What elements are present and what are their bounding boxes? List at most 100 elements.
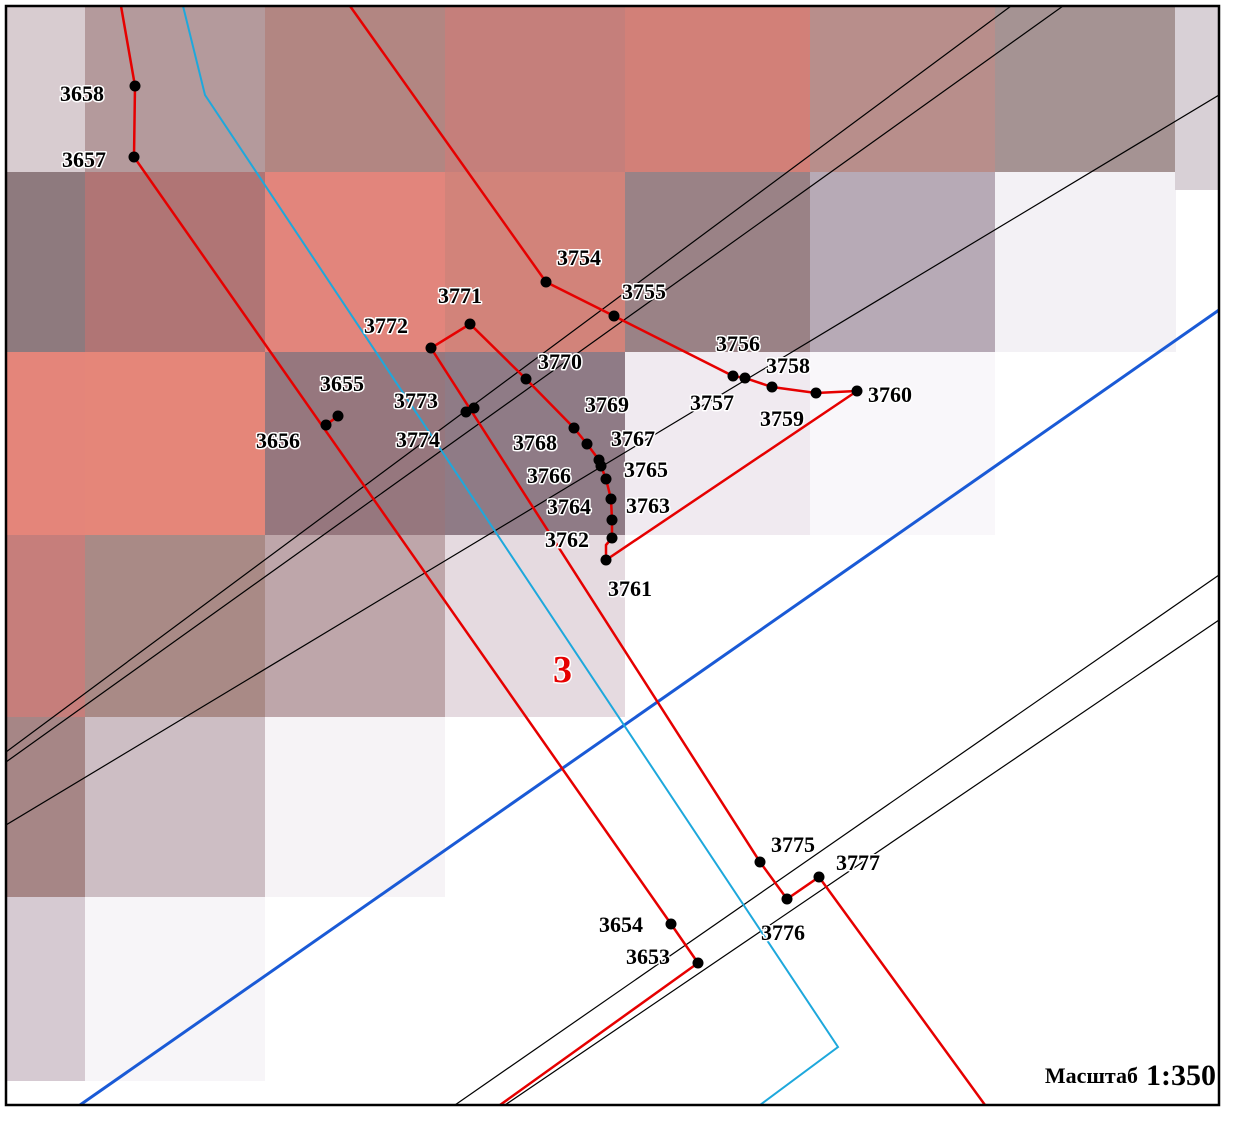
point-label: 3771 <box>438 283 482 308</box>
raster-tile <box>6 6 86 173</box>
raster-tile <box>445 897 626 1081</box>
raster-tile <box>6 717 86 898</box>
point-label: 3772 <box>364 313 408 338</box>
raster-tile <box>265 897 446 1081</box>
survey-point <box>581 438 593 450</box>
survey-point <box>600 554 612 566</box>
raster-tile <box>995 717 1176 898</box>
survey-point <box>600 473 612 485</box>
survey-point <box>606 514 618 526</box>
point-label: 3766 <box>527 463 571 488</box>
survey-point <box>605 493 617 505</box>
survey-point <box>129 80 141 92</box>
survey-points <box>128 80 863 969</box>
raster-tile <box>995 352 1176 536</box>
raster-tile <box>625 717 811 898</box>
survey-point <box>595 460 607 472</box>
point-label: 3654 <box>599 912 643 937</box>
raster-tile <box>445 535 626 718</box>
point-label: 3761 <box>608 576 652 601</box>
point-label: 3768 <box>513 430 557 455</box>
survey-point <box>692 957 704 969</box>
survey-point <box>727 370 739 382</box>
survey-point <box>851 385 863 397</box>
raster-tile <box>995 6 1176 173</box>
point-label: 3653 <box>626 944 670 969</box>
raster-tile <box>85 897 266 1081</box>
survey-point <box>460 406 472 418</box>
raster-tile <box>625 897 811 1081</box>
scale-label: Масштаб <box>1044 1063 1138 1088</box>
raster-tile <box>995 897 1176 1081</box>
point-label: 3765 <box>624 457 668 482</box>
point-label: 3762 <box>545 527 589 552</box>
survey-point <box>608 310 620 322</box>
raster-tile <box>85 6 266 173</box>
point-label: 3758 <box>766 353 810 378</box>
parcel-number: 3 <box>553 649 572 691</box>
raster-tile <box>265 717 446 898</box>
raster-tile <box>625 172 811 353</box>
thin-lines <box>6 6 1219 1105</box>
survey-point <box>425 342 437 354</box>
raster-tile <box>6 897 86 1081</box>
raster-tile <box>6 535 86 718</box>
raster-tile <box>810 717 996 898</box>
point-label: 3769 <box>585 392 629 417</box>
raster-tile <box>265 6 446 173</box>
survey-point <box>320 419 332 431</box>
raster-tile <box>6 172 86 353</box>
point-label: 3754 <box>557 245 601 270</box>
raster-tile <box>810 897 996 1081</box>
cyan-line <box>182 6 840 1105</box>
raster-tile <box>810 172 996 353</box>
raster-tile <box>265 535 446 718</box>
raster-tile <box>810 352 996 536</box>
survey-point <box>520 373 532 385</box>
point-label: 3657 <box>62 147 106 172</box>
raster-tile <box>85 717 266 898</box>
raster-tile <box>995 172 1176 353</box>
point-label: 3767 <box>611 426 655 451</box>
map-frame <box>4 4 1221 1107</box>
point-label: 3775 <box>771 832 815 857</box>
survey-point <box>128 151 140 163</box>
raster-tile <box>265 172 446 353</box>
point-label: 3759 <box>760 406 804 431</box>
raster-background <box>6 6 1219 1081</box>
survey-point <box>568 422 580 434</box>
point-label: 3656 <box>256 428 300 453</box>
raster-tile <box>6 352 86 536</box>
raster-tile <box>625 535 811 718</box>
survey-point <box>332 410 344 422</box>
survey-point <box>813 871 825 883</box>
survey-point <box>665 918 677 930</box>
raster-tile <box>995 535 1176 718</box>
survey-point <box>781 893 793 905</box>
survey-point <box>464 318 476 330</box>
point-label: 3764 <box>547 494 591 519</box>
point-label: 3777 <box>836 850 880 875</box>
point-label: 3770 <box>538 349 582 374</box>
raster-tile <box>85 352 266 536</box>
raster-tile <box>445 717 626 898</box>
point-label: 3658 <box>60 81 104 106</box>
raster-tile <box>810 535 996 718</box>
survey-point <box>754 856 766 868</box>
raster-tile <box>445 6 626 173</box>
point-label: 3763 <box>626 493 670 518</box>
raster-tile <box>810 6 996 173</box>
point-label: 3756 <box>716 331 760 356</box>
point-label: 3774 <box>396 427 440 452</box>
raster-tile <box>265 352 446 536</box>
point-label: 3755 <box>622 279 666 304</box>
point-label: 3655 <box>320 371 364 396</box>
raster-tile <box>625 6 811 173</box>
point-label: 3757 <box>690 390 734 415</box>
point-label: 3760 <box>868 382 912 407</box>
point-label: 3773 <box>394 388 438 413</box>
point-label: 3776 <box>761 920 805 945</box>
survey-point <box>810 387 822 399</box>
survey-point <box>606 532 618 544</box>
